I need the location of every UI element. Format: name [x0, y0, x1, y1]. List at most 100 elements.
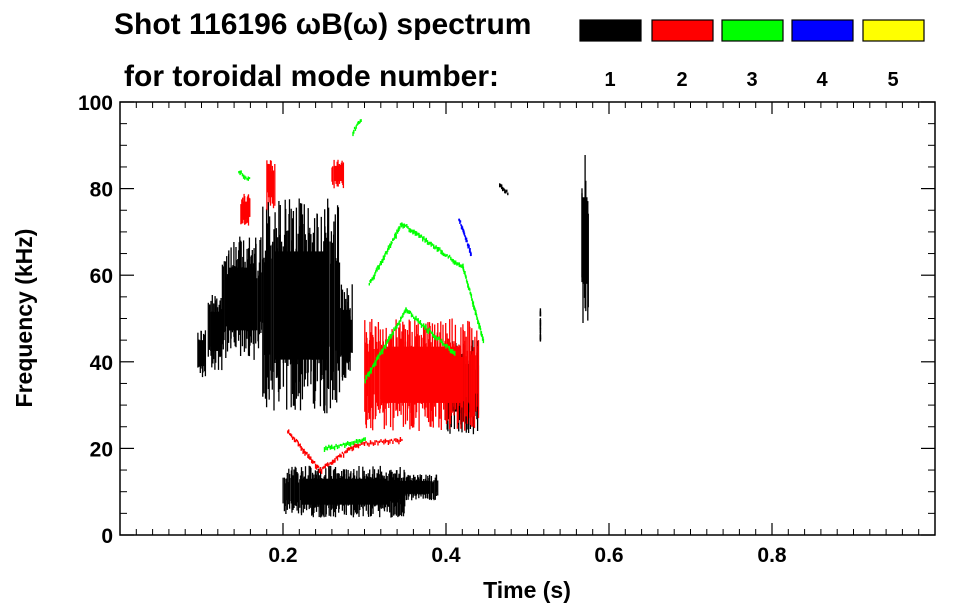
spectrum-mark [368, 372, 370, 378]
spectrum-mark [460, 223, 462, 226]
spectrum-mark [475, 314, 478, 318]
spectrum-mark [336, 455, 339, 461]
spectrum-mark [363, 437, 365, 441]
spectrum-mark [355, 439, 358, 444]
spectrum-mark [376, 266, 378, 272]
spectrum-core [227, 267, 257, 331]
spectrum-mark [429, 330, 432, 333]
spectrum-mark [418, 321, 420, 324]
spectrum-mark [389, 439, 391, 444]
spectrum-mark [360, 119, 362, 122]
x-tick-label: 0.2 [268, 544, 297, 567]
spectrum-mark [399, 226, 401, 230]
spectrum-mark [436, 337, 438, 341]
spectrum-mark [368, 283, 370, 286]
spectrum-mark [367, 371, 369, 376]
spectrum-mark [247, 176, 249, 181]
spectrum-mark [390, 333, 393, 338]
spectrum-mark [467, 283, 469, 288]
spectrum-mark [399, 320, 401, 323]
spectrum-mark [395, 233, 397, 239]
spectrum-core [582, 197, 588, 284]
x-tick-label: 0.4 [431, 544, 461, 567]
spectrum-mark [345, 442, 347, 447]
spectrum-mark [384, 438, 387, 444]
spectrum-mark [338, 444, 340, 449]
spectrum-mark [412, 229, 414, 235]
spectrum-mark [407, 310, 409, 314]
spectrum-mark [406, 224, 408, 228]
spectrum-mark [353, 129, 355, 134]
spectrum-mark [474, 308, 476, 311]
spectrum-mark [374, 272, 376, 277]
spectrum-mark [407, 226, 409, 229]
spectrum-mark [445, 254, 447, 257]
spectrum-mark [507, 192, 509, 196]
spectrum-mark [366, 376, 368, 380]
spectrum-mark [461, 226, 464, 230]
spectrum-mark [390, 438, 393, 441]
spectrum-mark [347, 441, 349, 445]
spectrum-mark [446, 254, 448, 257]
spectrum-mark [433, 333, 435, 338]
spectrum-mark [411, 314, 414, 317]
spectrum-mark [313, 461, 316, 464]
spectrum-mark [361, 438, 363, 443]
spectrum-mark [409, 228, 412, 233]
spectrum-mark [333, 459, 335, 464]
spectrum-mark [307, 454, 309, 459]
spectrum-mark [345, 450, 347, 454]
spectrum-mark [352, 445, 355, 451]
spectrum-mark [481, 333, 483, 338]
spectrum-mark [400, 316, 402, 322]
spectrum-mark [344, 443, 346, 448]
spectrum-mark [453, 260, 456, 265]
spectrum-mark [355, 444, 357, 448]
spectrum-core [198, 340, 205, 367]
spectrum-mark [385, 341, 387, 346]
spectrum-mark [478, 324, 480, 329]
spectrum-mark [358, 121, 361, 124]
spectrum-mark [371, 441, 373, 445]
spectrum-core [381, 346, 462, 403]
spectrum-mark [377, 441, 379, 446]
spectrum-mark [417, 318, 419, 323]
spectrum-mark [398, 320, 400, 326]
spectrum-mark [426, 240, 429, 245]
spectrum-mark [356, 123, 358, 126]
spectrum-mark [248, 177, 251, 180]
legend-label-mode-2: 2 [676, 69, 687, 91]
spectrum-mark [472, 301, 475, 306]
spectrum-mark [289, 433, 291, 436]
spectrum-mark [389, 244, 392, 248]
spectrum-mark [398, 439, 400, 445]
spectrum-mark [437, 337, 439, 340]
spectrum-mark [357, 121, 359, 125]
spectrum-mark [382, 255, 385, 261]
spectrum-mark [440, 249, 442, 255]
spectrum-mark [469, 288, 471, 291]
spectrum-mark [413, 316, 415, 319]
spectrum-mark [482, 338, 485, 344]
spectrum-mark [317, 465, 320, 468]
spectrum-mark [437, 247, 440, 252]
spectrum-mark [465, 279, 468, 282]
spectrum-mark [453, 350, 455, 355]
spectrum-mark [316, 464, 319, 468]
spectrum-mark [370, 368, 372, 374]
spectrum-mark [402, 313, 404, 318]
spectrum-mark [445, 343, 447, 349]
spectrum-mark [384, 253, 386, 257]
spectrum-mark [334, 458, 336, 463]
spectrum-mark [374, 440, 376, 445]
spectrum-mark [340, 454, 342, 458]
spectrum-mark [245, 176, 247, 179]
spectrum-mark [351, 441, 353, 445]
spectrum-mark [461, 264, 463, 268]
spectrum-mark [359, 119, 361, 123]
spectrum-mark [319, 467, 322, 472]
spectrum-mark [454, 350, 456, 356]
spectrum-mark [404, 224, 407, 227]
chart-title-line1: Shot 116196 ωB(ω) spectrum [114, 8, 531, 41]
spectrum-mark [539, 318, 542, 322]
